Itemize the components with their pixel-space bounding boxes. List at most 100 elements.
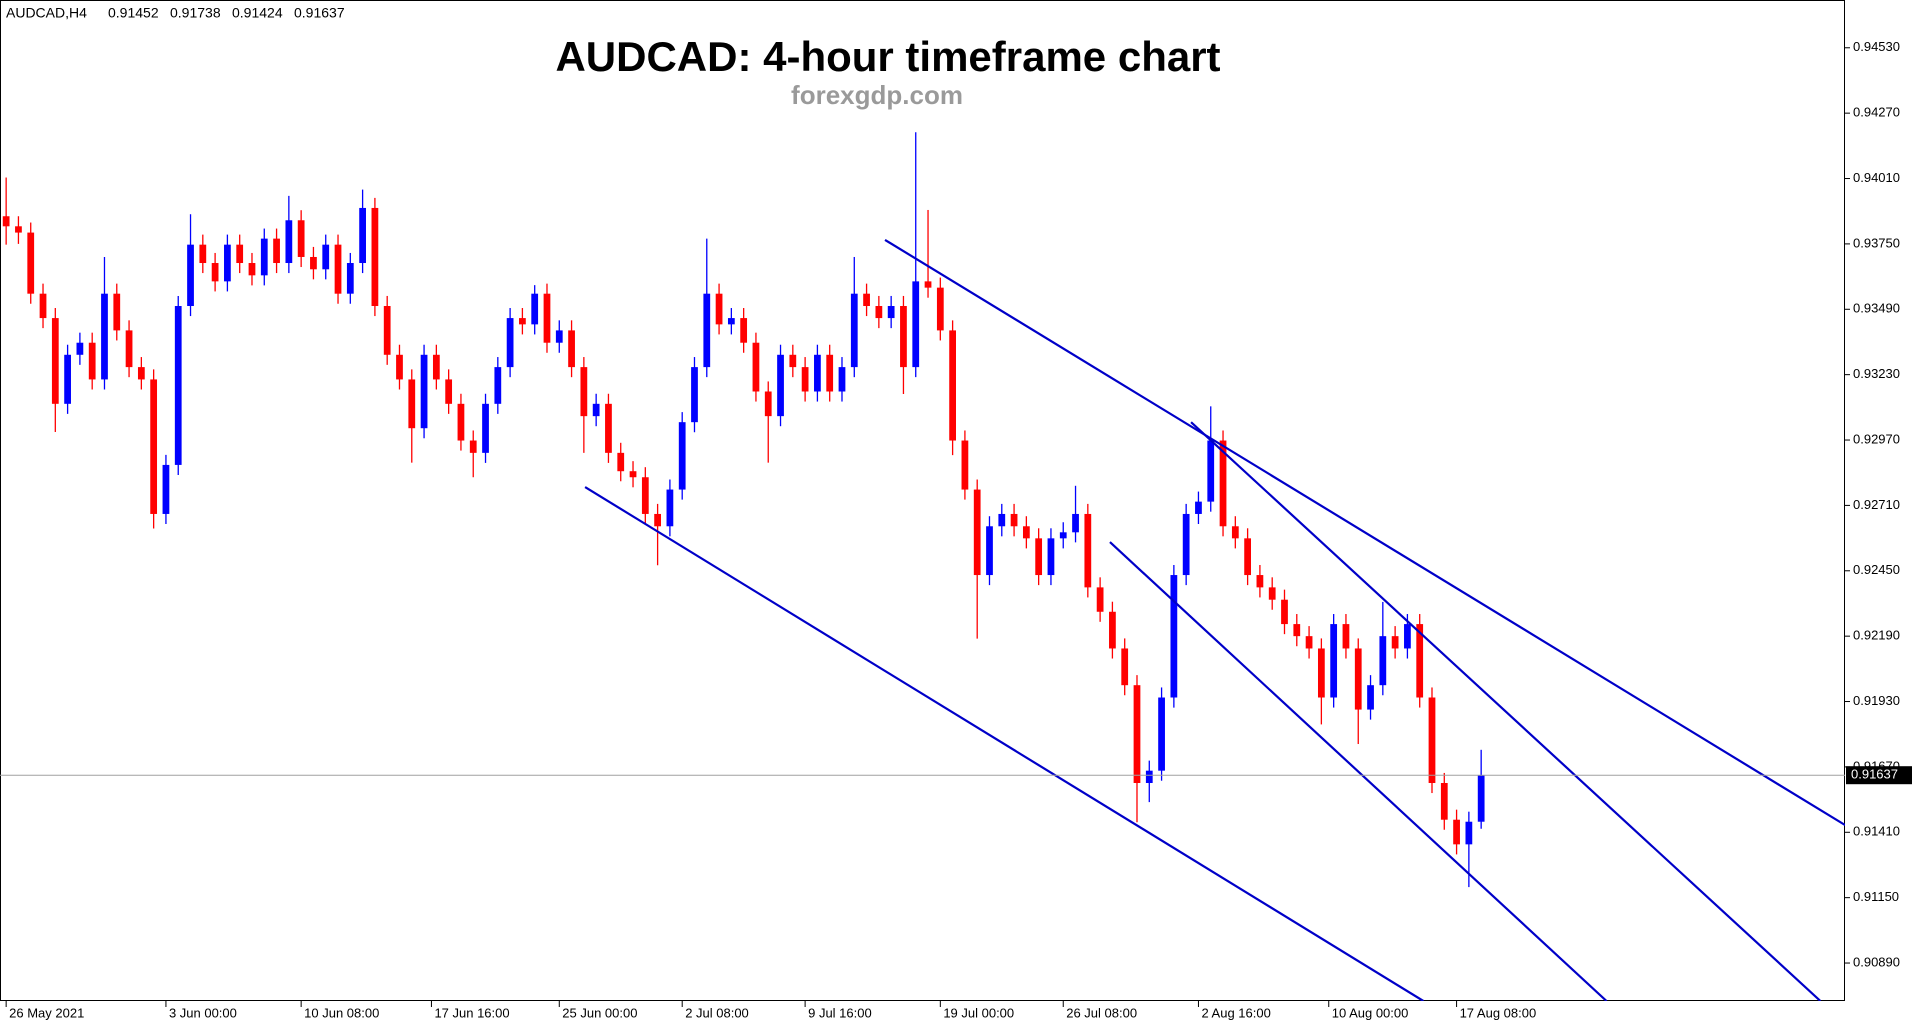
candle-body <box>850 293 858 368</box>
candle-body <box>1182 513 1190 576</box>
candle-body <box>949 330 956 441</box>
candle-body <box>137 367 145 380</box>
candle-body <box>875 306 883 319</box>
x-tick-label: 26 May 2021 <box>9 1005 84 1020</box>
price-label-box <box>1846 766 1912 785</box>
candle-body <box>494 367 502 404</box>
candle-body <box>248 263 256 276</box>
candle-body <box>211 263 219 282</box>
candle-body <box>912 281 920 368</box>
candle-body <box>506 318 514 368</box>
candle-body <box>273 238 280 264</box>
candle-body <box>752 342 760 392</box>
candle-body <box>1121 648 1129 686</box>
candle-body <box>445 379 453 404</box>
y-tick-label: 0.93230 <box>1853 366 1900 381</box>
candle-body <box>1047 538 1055 576</box>
candle-body <box>691 367 698 423</box>
x-tick-label: 2 Aug 16:00 <box>1201 1005 1270 1020</box>
price-label: 0.91637 <box>1851 767 1898 782</box>
y-tick-label: 0.92190 <box>1853 628 1900 643</box>
candle-body <box>125 330 133 368</box>
candle-body <box>1010 513 1018 527</box>
candle-body <box>580 367 588 417</box>
candle-body <box>1293 624 1301 637</box>
candle-body <box>1231 526 1239 539</box>
y-tick-label: 0.94010 <box>1853 170 1900 185</box>
candle-body <box>39 293 47 319</box>
candle-body <box>1317 648 1325 698</box>
candle-body <box>555 330 563 343</box>
candle-body <box>1133 685 1141 783</box>
candle-body <box>371 207 379 307</box>
candle-body <box>1379 636 1387 686</box>
x-tick-label: 25 Jun 00:00 <box>562 1005 637 1020</box>
candle-body <box>1477 775 1485 822</box>
candle-body <box>346 263 354 294</box>
plot-area <box>0 132 1845 1001</box>
chart-subtitle: forexgdp.com <box>791 80 963 110</box>
candle-body <box>51 318 59 404</box>
candle-body <box>408 379 416 429</box>
y-tick-label: 0.91410 <box>1853 824 1900 839</box>
candle-body <box>1035 538 1043 576</box>
candle-body <box>469 440 477 453</box>
candle-body <box>1145 770 1153 783</box>
candle-body <box>334 244 342 294</box>
candle-body <box>838 367 846 392</box>
candle-body <box>936 287 944 331</box>
ohlc-close: 0.91637 <box>294 5 345 21</box>
candle-body <box>924 281 932 288</box>
y-tick-label: 0.92710 <box>1853 497 1900 512</box>
candle-body <box>1244 538 1251 576</box>
candle-body <box>986 526 993 576</box>
candle-body <box>1268 587 1276 600</box>
ohlc-open: 0.91452 <box>108 5 159 21</box>
candle-body <box>1428 697 1436 783</box>
candle-body <box>1440 782 1448 820</box>
candle-body <box>777 354 784 417</box>
candle-body <box>973 489 981 576</box>
candle-body <box>432 354 440 380</box>
candle-body <box>629 471 637 478</box>
candle-body <box>420 354 428 429</box>
chart-title: AUDCAD: 4-hour timeframe chart <box>555 33 1220 80</box>
y-tick-label: 0.92970 <box>1853 431 1900 446</box>
candle-body <box>482 403 489 453</box>
y-tick-label: 0.92450 <box>1853 562 1900 577</box>
candle-body <box>162 464 170 514</box>
candle-body <box>27 232 35 294</box>
x-tick-label: 19 Jul 00:00 <box>943 1005 1014 1020</box>
y-tick-label: 0.94270 <box>1853 105 1900 120</box>
candle-body <box>740 318 748 343</box>
candle-body <box>1330 624 1338 698</box>
candle-body <box>826 354 834 392</box>
candle-body <box>1219 440 1227 527</box>
x-tick-label: 10 Aug 00:00 <box>1332 1005 1409 1020</box>
y-tick-label: 0.91930 <box>1853 693 1900 708</box>
x-tick-label: 9 Jul 16:00 <box>808 1005 872 1020</box>
candle-body <box>1059 532 1067 539</box>
candle-body <box>568 330 575 368</box>
candle-body <box>863 293 870 307</box>
candle-body <box>76 342 84 355</box>
candle-body <box>150 379 158 514</box>
candle-body <box>187 244 194 307</box>
trendline <box>1190 421 1822 1001</box>
y-tick-label: 0.94530 <box>1853 39 1900 54</box>
candle-body <box>678 422 686 490</box>
candle-body <box>1158 697 1165 771</box>
y-tick-label: 0.93750 <box>1853 235 1900 250</box>
x-tick-label: 10 Jun 08:00 <box>304 1005 379 1020</box>
candle-body <box>764 391 772 417</box>
candle-body <box>101 293 108 380</box>
plot-frame <box>0 0 1845 1001</box>
x-tick-label: 17 Aug 08:00 <box>1460 1005 1537 1020</box>
candle-body <box>236 244 244 264</box>
candle-body <box>1453 819 1460 845</box>
candle-body <box>727 318 735 325</box>
candle-body <box>519 318 526 325</box>
candle-body <box>1256 575 1264 588</box>
candle-body <box>322 244 330 270</box>
candle-body <box>383 306 391 355</box>
